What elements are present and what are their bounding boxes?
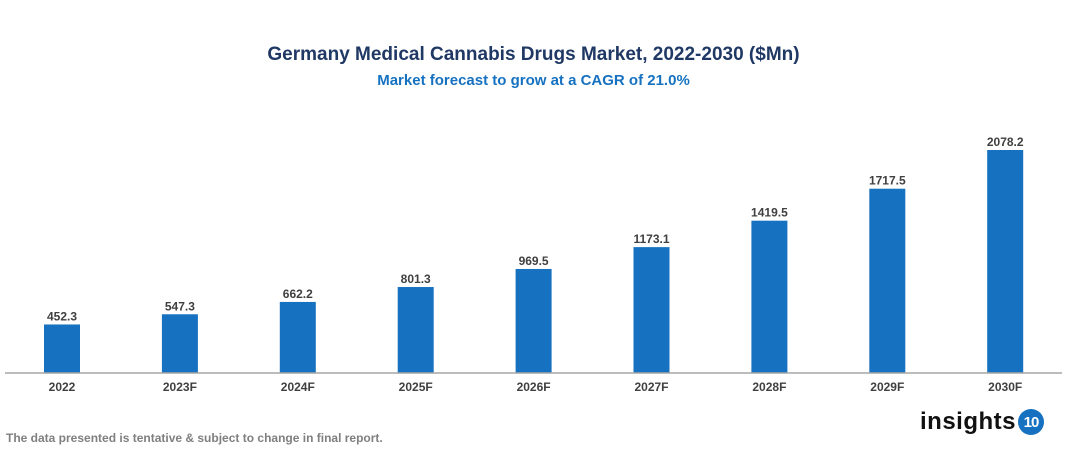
bar-2022 xyxy=(44,324,80,373)
logo-badge: 10 xyxy=(1018,409,1045,435)
bar-2028F xyxy=(751,220,788,373)
data-label: 547.3 xyxy=(165,299,195,313)
chart-title: Germany Medical Cannabis Drugs Market, 2… xyxy=(267,44,800,65)
data-label: 1717.5 xyxy=(869,174,906,188)
data-label: 1173.1 xyxy=(633,232,669,246)
bar-chart: 452.3 2022 547.3 2023F 662.2 2024F 801.3 2025F 9… xyxy=(5,135,1062,394)
x-tick-label: 2024F xyxy=(281,380,315,394)
x-tick-label: 2026F xyxy=(517,380,551,394)
data-label: 662.2 xyxy=(283,287,313,301)
data-label: 1419.5 xyxy=(751,206,788,220)
x-tick-label: 2023F xyxy=(163,380,197,394)
data-label: 969.5 xyxy=(519,254,549,268)
data-label: 452.3 xyxy=(47,309,77,323)
bar-2025F xyxy=(397,287,434,373)
data-label: 2078.2 xyxy=(987,135,1024,149)
bar-2029F xyxy=(869,188,906,373)
bar-2027F xyxy=(633,247,670,373)
x-tick-label: 2028F xyxy=(752,380,786,394)
bar-2023F xyxy=(161,314,198,373)
data-label: 801.3 xyxy=(401,272,431,286)
x-tick-label: 2027F xyxy=(634,380,668,394)
x-tick-label: 2022 xyxy=(49,380,76,394)
footnote: The data presented is tentative & subjec… xyxy=(6,431,383,445)
logo-text: insights xyxy=(920,408,1017,435)
bar-2026F xyxy=(515,268,552,373)
chart-subtitle: Market forecast to grow at a CAGR of 21.… xyxy=(377,72,690,89)
insights10-logo: insights 10 xyxy=(920,408,1045,436)
x-tick-label: 2025F xyxy=(399,380,433,394)
x-tick-label: 2029F xyxy=(870,380,904,394)
x-tick-label: 2030F xyxy=(988,380,1022,394)
bar-2024F xyxy=(279,301,316,373)
bar-2030F xyxy=(987,150,1024,373)
